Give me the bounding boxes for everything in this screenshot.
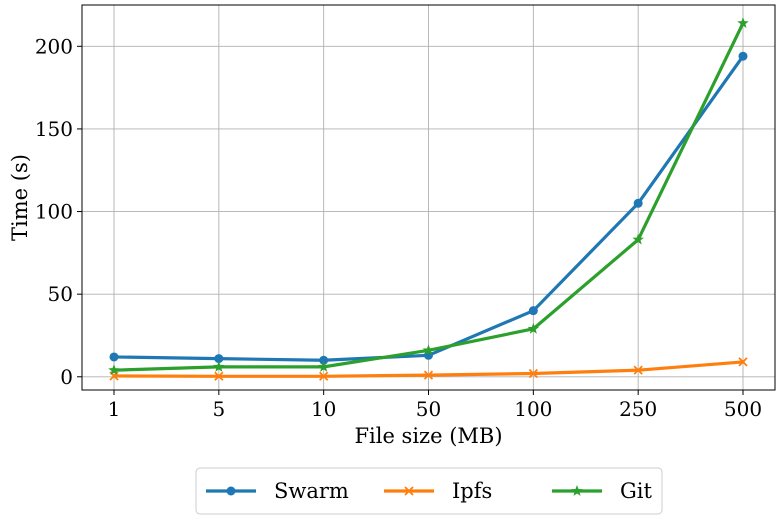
legend: Swarm Ipfs Git bbox=[195, 467, 663, 515]
y-axis-title: Time (s) bbox=[8, 154, 32, 241]
data-point-ipfs bbox=[738, 357, 748, 367]
data-point-ipfs bbox=[528, 368, 538, 379]
data-point-git bbox=[108, 364, 120, 376]
data-point-swarm bbox=[319, 355, 329, 365]
data-point-git bbox=[422, 344, 435, 356]
y-tick-label: 0 bbox=[60, 365, 73, 389]
data-point-swarm bbox=[528, 306, 538, 316]
x-tick-label: 5 bbox=[212, 397, 225, 421]
data-point-swarm bbox=[633, 198, 643, 208]
series-ipfs bbox=[109, 357, 748, 381]
data-point-swarm bbox=[214, 354, 224, 364]
data-point-ipfs bbox=[423, 370, 434, 380]
series-git bbox=[108, 17, 749, 376]
data-point-git bbox=[317, 360, 330, 372]
y-tick-label: 150 bbox=[35, 117, 73, 141]
y-tick-label: 200 bbox=[35, 34, 73, 58]
legend-label-git: Git bbox=[620, 479, 652, 503]
legend-marker-ipfs bbox=[404, 486, 414, 496]
data-point-ipfs bbox=[633, 365, 643, 375]
legend-marker-swarm bbox=[226, 486, 236, 496]
data-point-git bbox=[213, 360, 225, 372]
x-tick-label: 500 bbox=[724, 397, 762, 421]
data-point-swarm bbox=[109, 352, 119, 362]
y-tick-label: 50 bbox=[48, 282, 73, 306]
grid bbox=[82, 5, 775, 390]
series-layer bbox=[108, 17, 749, 381]
series-swarm bbox=[109, 51, 748, 365]
legend-label-swarm: Swarm bbox=[274, 479, 349, 503]
x-tick-label: 100 bbox=[514, 397, 552, 421]
legend-marker-git bbox=[571, 485, 583, 496]
x-tick-label: 50 bbox=[416, 397, 441, 421]
data-point-git bbox=[737, 17, 749, 29]
data-point-ipfs bbox=[214, 371, 224, 381]
data-point-git bbox=[632, 233, 644, 245]
axis-ticks: 1 5 10 50 100 250 500 0 50 100 150 200 bbox=[35, 34, 762, 421]
legend-label-ipfs: Ipfs bbox=[452, 479, 492, 503]
data-point-git bbox=[527, 322, 540, 334]
y-tick-label: 100 bbox=[35, 200, 73, 224]
legend-item-ipfs: Ipfs bbox=[384, 479, 492, 503]
data-point-ipfs bbox=[319, 371, 329, 381]
data-point-swarm bbox=[738, 51, 748, 61]
legend-item-git: Git bbox=[552, 479, 652, 503]
legend-item-swarm: Swarm bbox=[206, 479, 349, 503]
x-axis-title: File size (MB) bbox=[354, 424, 502, 448]
x-tick-label: 250 bbox=[619, 397, 657, 421]
x-tick-label: 1 bbox=[108, 397, 121, 421]
x-tick-label: 10 bbox=[311, 397, 336, 421]
